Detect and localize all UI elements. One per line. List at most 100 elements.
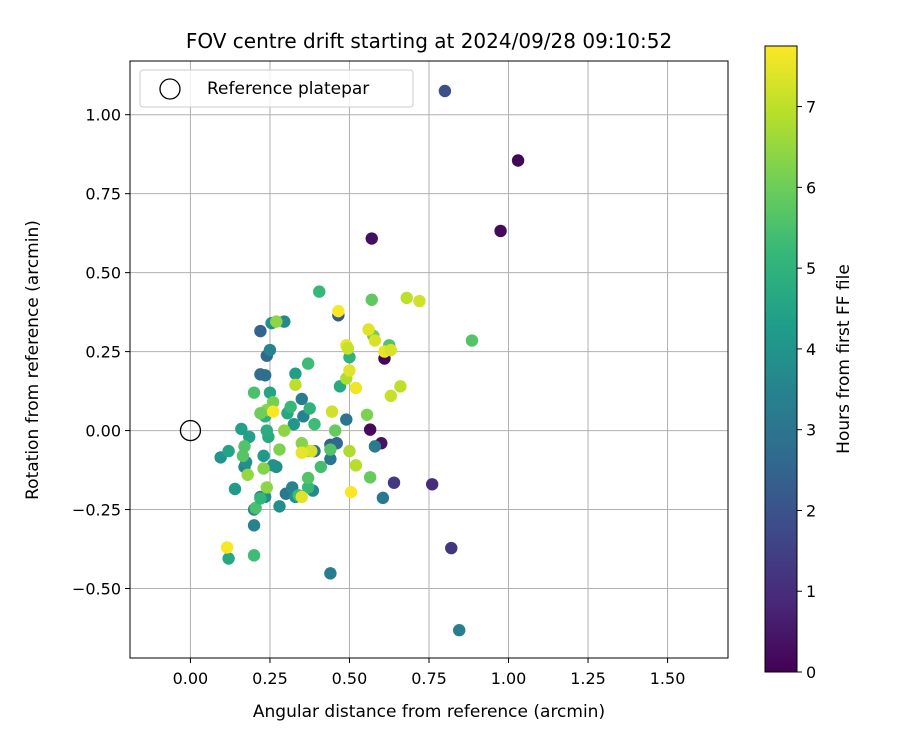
data-point [257,462,270,475]
y-tick-label: 0.25 [85,343,121,362]
data-point [394,380,407,393]
data-point [400,291,413,305]
data-point [314,460,328,474]
data-point [247,549,261,562]
data-point [254,492,267,505]
data-point [273,500,286,513]
x-tick-label: 0.25 [252,669,288,688]
data-point [438,84,452,98]
colorbar-tick-label: 7 [806,98,816,117]
data-point [343,364,356,377]
data-point [360,408,374,421]
colorbar-tick-label: 5 [806,259,816,278]
y-tick-label: 0.75 [85,185,121,204]
data-point [324,452,337,466]
data-point [289,378,302,391]
x-tick-label: 1.00 [491,669,527,688]
data-point [368,334,382,347]
y-axis-ticks: −0.50 −0.25 0.00 0.25 0.50 0.75 1.00 [72,106,130,599]
data-point [295,446,308,459]
x-tick-label: 0.50 [332,669,368,688]
colorbar-tick-label: 1 [806,582,816,601]
data-point [343,444,356,458]
y-tick-label: −0.25 [72,501,121,520]
data-point [365,293,378,306]
y-tick-label: 0.00 [85,422,121,441]
reference-marker [179,419,202,442]
data-point [384,343,398,357]
x-tick-label: 1.50 [650,669,686,688]
legend-box [139,69,414,108]
x-axis-ticks: 0.00 0.25 0.50 0.75 1.00 1.25 1.50 [173,658,686,688]
colorbar-tick-label: 0 [806,663,816,682]
data-point [266,459,280,472]
data-point [313,285,326,298]
y-tick-label: 1.00 [85,106,121,125]
x-tick-label: 0.75 [411,669,447,688]
data-point [324,443,337,456]
colorbar-tick-label: 4 [806,340,816,359]
data-point [324,567,337,580]
data-point [254,406,267,420]
data-point [263,386,277,399]
data-point [236,449,250,463]
data-point [340,413,353,426]
data-point [425,478,439,491]
colorbar: 0 1 2 3 4 5 6 7 Hours from first FF file [764,45,854,682]
data-point [260,481,273,494]
data-point [243,430,256,444]
data-point [287,418,301,431]
colorbar-gradient [764,45,798,673]
data-point [247,519,261,532]
data-point [263,343,277,357]
data-point [511,154,525,167]
colorbar-tick-label: 2 [806,501,816,520]
data-point [328,424,342,437]
data-point [222,552,235,565]
data-point [363,471,377,484]
data-point [238,440,251,453]
data-point [258,369,272,382]
data-point [363,423,377,436]
chart-title: FOV centre drift starting at 2024/09/28 … [186,29,672,53]
data-points [214,84,525,637]
data-point [465,334,479,347]
data-point [349,459,363,472]
data-point [301,481,315,494]
data-point [257,449,270,463]
data-point [325,405,339,418]
data-point [365,232,378,245]
x-tick-label: 1.25 [570,669,606,688]
legend-reference-marker [159,78,181,100]
x-axis-label: Angular distance from reference (arcmin) [253,702,605,722]
legend: Reference platepar [139,69,414,108]
data-point [284,400,297,414]
data-point [494,224,507,238]
data-point [332,304,345,318]
colorbar-tick-label: 6 [806,178,816,197]
data-point [305,444,318,458]
y-tick-label: −0.50 [72,580,121,599]
data-point [270,315,283,328]
legend-label: Reference platepar [207,79,369,99]
data-point [301,471,315,485]
data-point [273,443,286,456]
data-point [247,386,261,399]
data-point [266,405,280,418]
data-point [362,323,375,336]
data-point [453,624,466,637]
data-point [295,392,308,406]
data-point [384,389,398,403]
colorbar-ticks: 0 1 2 3 4 5 6 7 [797,98,816,682]
data-point [303,402,316,415]
data-point [289,367,302,380]
colorbar-tick-label: 3 [806,421,816,440]
data-point [222,444,235,458]
data-point [376,491,390,505]
data-point [301,357,315,370]
y-axis-label: Rotation from reference (arcmin) [23,220,43,500]
data-point [368,440,382,453]
data-point [349,381,363,395]
data-point [445,541,458,555]
